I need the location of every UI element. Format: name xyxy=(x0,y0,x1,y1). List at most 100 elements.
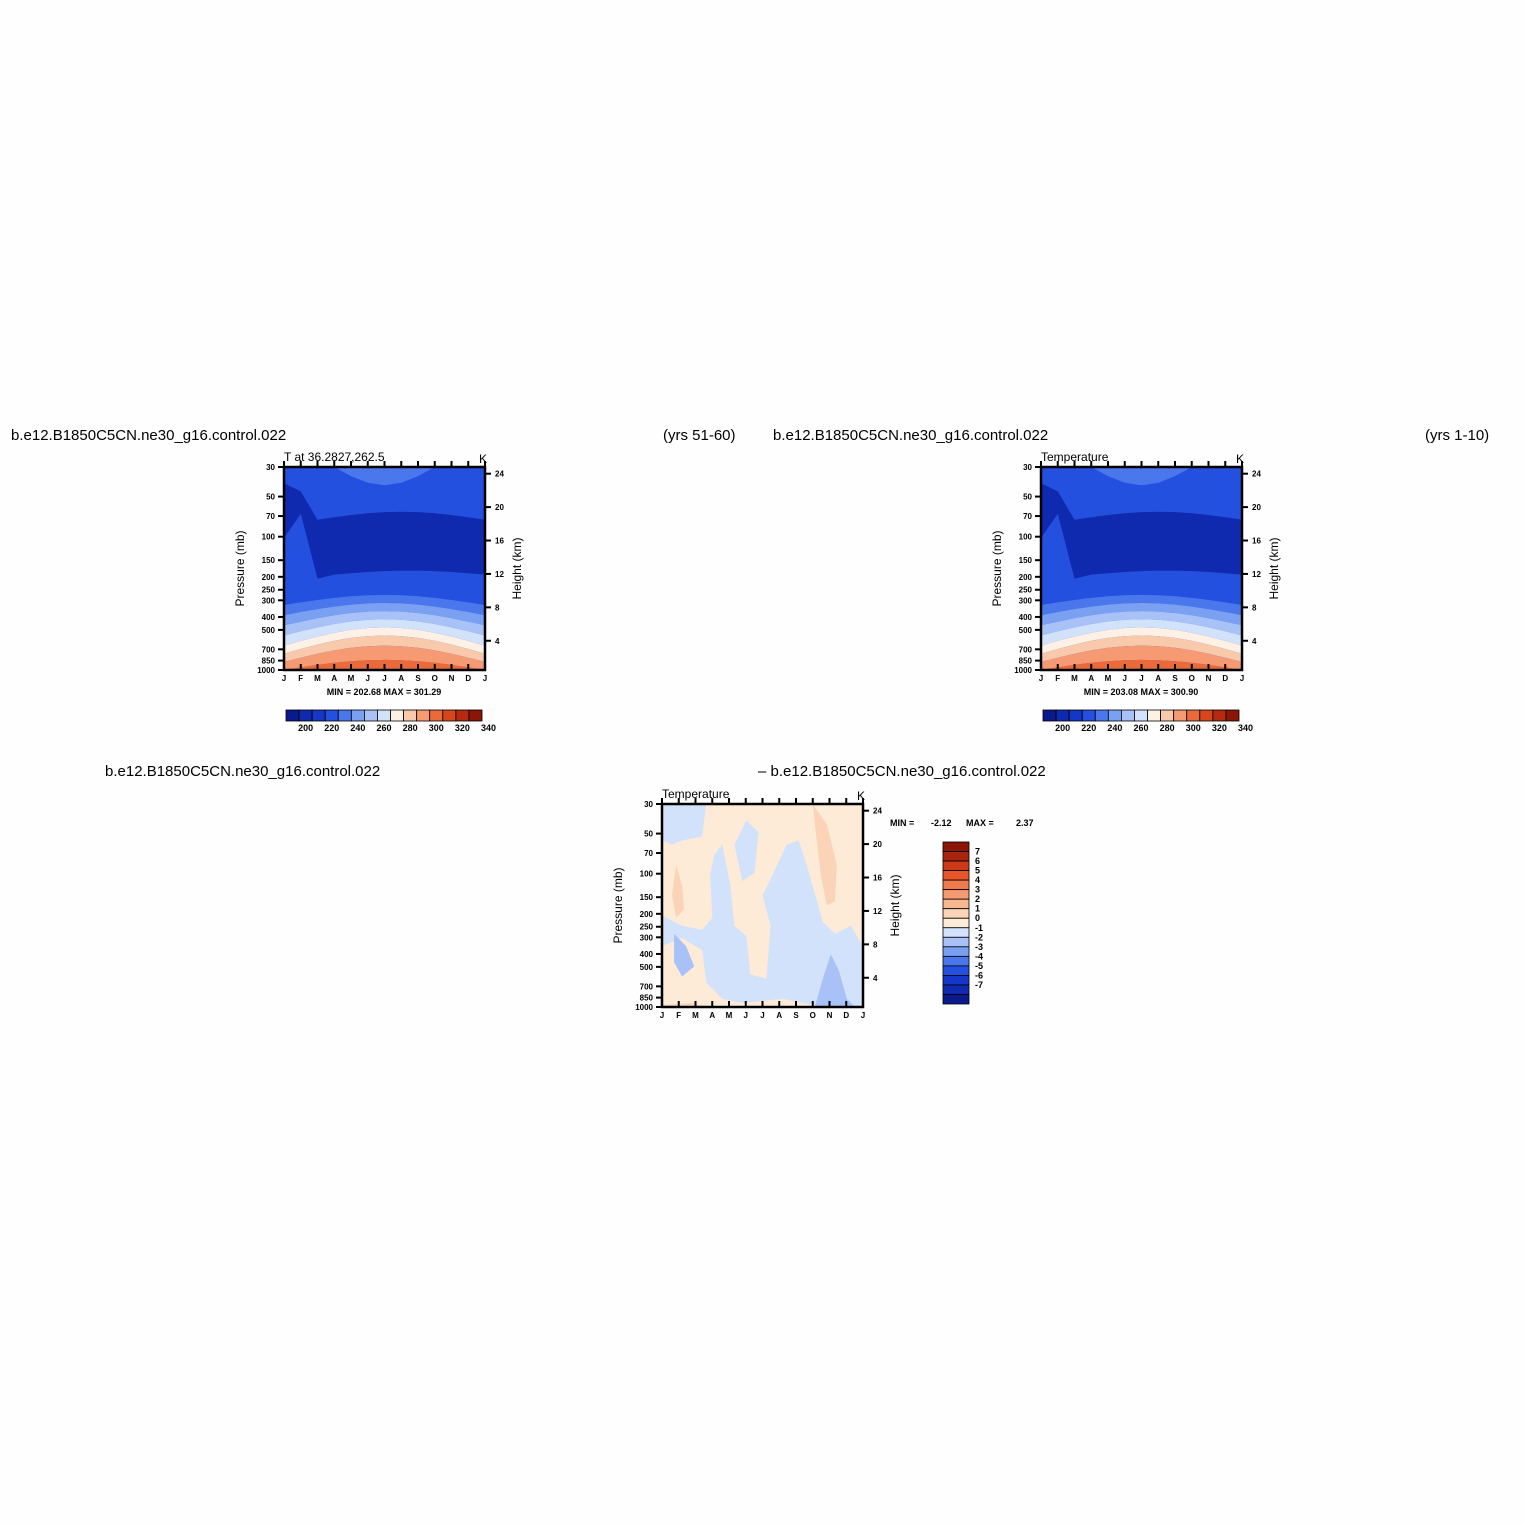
colorbar-label: 2 xyxy=(975,894,980,904)
colorbar-box xyxy=(363,709,378,722)
colorbar-label: -7 xyxy=(975,980,983,990)
pressure-tick-label: 500 xyxy=(262,626,276,635)
pressure-tick-label: 100 xyxy=(1019,533,1033,542)
colorbar-box xyxy=(285,709,300,722)
pressure-tick-label: 30 xyxy=(266,463,275,472)
colorbar-label: 280 xyxy=(1160,723,1175,733)
height-tick-label: 8 xyxy=(1252,603,1257,612)
temperature-band xyxy=(1041,645,1242,670)
colorbar-box xyxy=(1186,709,1201,722)
max-value: 2.37 xyxy=(1016,818,1034,828)
pressure-tick-label: 70 xyxy=(266,512,275,521)
panel-title: T at 36.2827,262.5 xyxy=(284,450,385,464)
pressure-tick-label: 200 xyxy=(1019,573,1033,582)
pressure-tick-label: 500 xyxy=(640,963,654,972)
x-tick-label: A xyxy=(1155,674,1161,683)
pressure-tick-label: 250 xyxy=(640,923,654,932)
x-tick-label: S xyxy=(793,1011,799,1020)
colorbar-label: 260 xyxy=(376,723,391,733)
colorbar-box xyxy=(311,709,326,722)
colorbar-label: -1 xyxy=(975,923,983,933)
pressure-tick-label: 300 xyxy=(640,933,654,942)
pressure-tick-label: 100 xyxy=(262,533,276,542)
colorbar-label: 260 xyxy=(1133,723,1148,733)
colorbar-box xyxy=(442,709,457,722)
x-tick-label: S xyxy=(1172,674,1178,683)
x-tick-label: M xyxy=(348,674,355,683)
x-tick-label: S xyxy=(415,674,421,683)
x-tick-label: J xyxy=(1139,674,1143,683)
temperature-band xyxy=(284,594,485,616)
x-tick-label: M xyxy=(1071,674,1078,683)
colorbar-box xyxy=(429,709,444,722)
colorbar-label: 5 xyxy=(975,866,980,876)
panel-units: K xyxy=(857,789,865,803)
colorbar-label: 320 xyxy=(455,723,470,733)
colorbar-label: -5 xyxy=(975,961,983,971)
colorbar-label: 300 xyxy=(429,723,444,733)
y-axis-title-height: Height (km) xyxy=(888,874,902,936)
temperature-band xyxy=(1041,594,1242,616)
colorbar-box xyxy=(468,709,483,722)
colorbar-box xyxy=(942,936,970,948)
height-tick-label: 24 xyxy=(495,470,504,479)
colorbar-box xyxy=(1081,709,1096,722)
min-label: MIN = xyxy=(890,818,914,828)
right-panel-years: (yrs 1-10) xyxy=(1425,427,1490,444)
max-label: MAX = xyxy=(966,818,994,828)
height-tick-label: 16 xyxy=(873,874,882,883)
panel-units: K xyxy=(1236,452,1244,466)
pressure-tick-label: 700 xyxy=(262,645,276,654)
negative-region xyxy=(662,840,863,1007)
panel-title: Temperature xyxy=(662,787,730,801)
colorbar-box xyxy=(942,917,970,929)
x-tick-label: N xyxy=(449,674,455,683)
x-tick-label: F xyxy=(298,674,303,683)
colorbar-box xyxy=(1212,709,1227,722)
colorbar-box xyxy=(942,965,970,976)
pressure-tick-label: 200 xyxy=(640,910,654,919)
pressure-tick-label: 250 xyxy=(1019,586,1033,595)
colorbar-box xyxy=(1199,709,1214,722)
colorbar-box xyxy=(403,709,418,722)
x-tick-label: N xyxy=(827,1011,833,1020)
colorbar-box xyxy=(390,709,404,722)
colorbar-label: 7 xyxy=(975,847,980,857)
x-tick-label: J xyxy=(366,674,370,683)
x-tick-label: N xyxy=(1206,674,1212,683)
x-tick-label: A xyxy=(398,674,404,683)
pressure-tick-label: 1000 xyxy=(635,1003,653,1012)
x-tick-label: M xyxy=(314,674,321,683)
negative-region xyxy=(734,820,759,882)
colorbar-box xyxy=(1225,709,1240,722)
temperature-band xyxy=(1041,603,1242,626)
colorbar-label: -4 xyxy=(975,951,983,961)
positive-region xyxy=(672,864,685,918)
colorbar-box xyxy=(942,908,970,919)
height-tick-label: 20 xyxy=(873,840,882,849)
pressure-tick-label: 100 xyxy=(640,870,654,879)
colorbar-box xyxy=(942,955,970,967)
colorbar-box xyxy=(337,709,352,722)
colorbar-box xyxy=(1055,709,1070,722)
colorbar-box xyxy=(1068,709,1083,722)
x-tick-label: J xyxy=(1039,674,1043,683)
pressure-tick-label: 850 xyxy=(262,657,276,666)
colorbar-label: -6 xyxy=(975,970,983,980)
x-tick-label: J xyxy=(660,1011,664,1020)
colorbar-box xyxy=(1107,709,1122,722)
height-tick-label: 4 xyxy=(873,974,878,983)
colorbar-box xyxy=(455,709,470,722)
pressure-tick-label: 1000 xyxy=(1014,666,1032,675)
height-tick-label: 16 xyxy=(1252,537,1261,546)
temperature-panel-1 xyxy=(282,465,487,672)
colorbar-box xyxy=(1121,709,1135,722)
temperature-band xyxy=(284,645,485,670)
colorbar-box xyxy=(942,870,970,881)
pressure-tick-label: 400 xyxy=(262,613,276,622)
colorbar-label: 4 xyxy=(975,875,980,885)
min-max-label: MIN = 202.68 MAX = 301.29 xyxy=(327,687,442,697)
y-axis-title-pressure: Pressure (mb) xyxy=(233,530,247,606)
pressure-tick-label: 50 xyxy=(644,830,653,839)
pressure-tick-label: 150 xyxy=(1019,556,1033,565)
